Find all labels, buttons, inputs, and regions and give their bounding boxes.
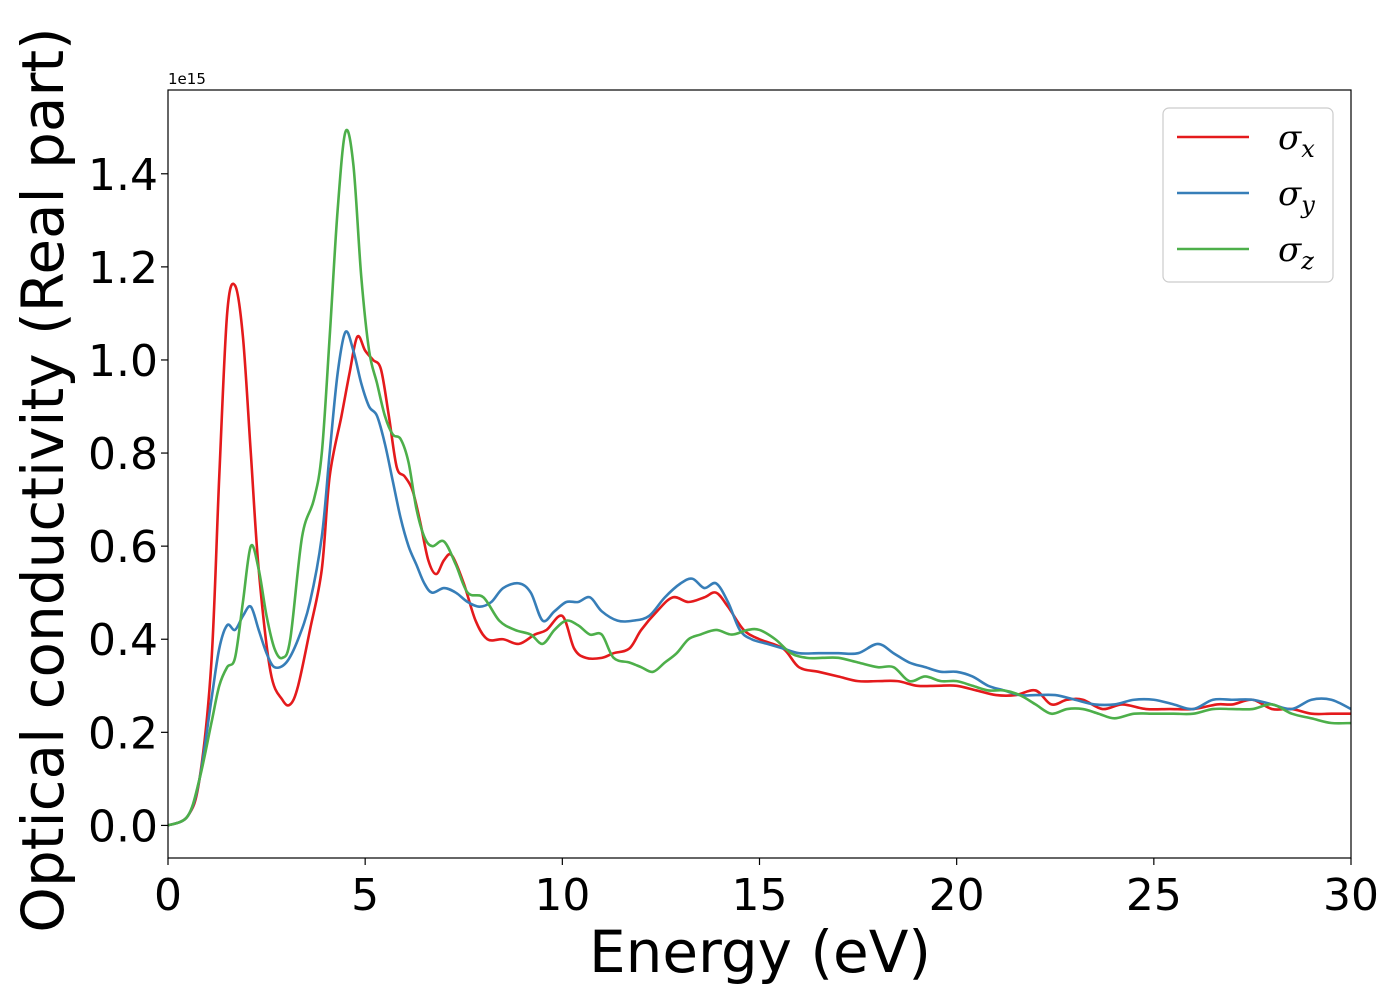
x-tick-label: 30	[1323, 870, 1379, 921]
x-tick-label: 5	[351, 870, 379, 921]
legend-label-y: σy	[1278, 174, 1315, 219]
x-tick-label: 25	[1126, 870, 1182, 921]
y-tick-label: 1.4	[88, 150, 158, 201]
y-axis-offset-label: 1e15	[168, 70, 206, 88]
legend-label-z: σz	[1278, 230, 1314, 275]
x-axis-title: Energy (eV)	[589, 918, 931, 986]
legend: σx σy σz	[1162, 107, 1334, 283]
series-line-y	[168, 330, 1351, 827]
y-tick-label: 0.4	[88, 615, 158, 666]
y-tick-label: 1.0	[88, 336, 158, 387]
x-tick-label: 0	[154, 870, 182, 921]
x-tick-label: 20	[929, 870, 985, 921]
legend-label-x: σx	[1278, 118, 1315, 163]
series-layer	[168, 128, 1351, 827]
legend-box	[1162, 107, 1334, 283]
series-line-z	[168, 128, 1351, 827]
legend-entries: σx σy σz	[1177, 118, 1315, 275]
x-tick-label: 10	[534, 870, 590, 921]
y-tick-label: 0.6	[88, 522, 158, 573]
y-tick-label: 0.2	[88, 708, 158, 759]
x-axis-ticks: 0 5 10 15 20 25 30	[154, 858, 1379, 921]
series-line-x	[168, 282, 1351, 827]
y-tick-label: 0.8	[88, 429, 158, 480]
y-axis-ticks: 0.0 0.2 0.4 0.6 0.8 1.0 1.2 1.4	[88, 150, 168, 852]
y-tick-label: 1.2	[88, 243, 158, 294]
y-axis-title: Optical conductivity (Real part)	[9, 27, 77, 932]
x-tick-label: 15	[732, 870, 788, 921]
y-tick-label: 0.0	[88, 801, 158, 852]
